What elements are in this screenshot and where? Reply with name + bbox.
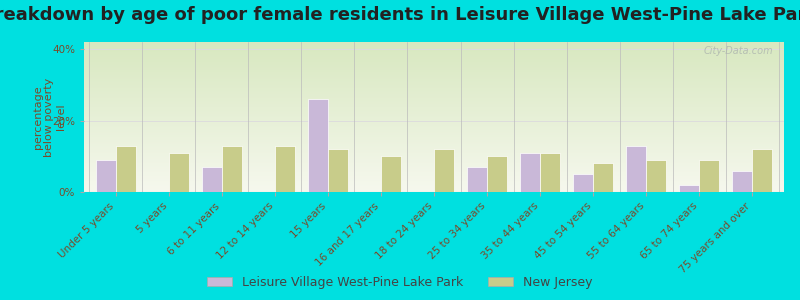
Bar: [467, 167, 487, 192]
Text: City-Data.com: City-Data.com: [704, 46, 774, 56]
Legend: Leisure Village West-Pine Lake Park, New Jersey: Leisure Village West-Pine Lake Park, New…: [202, 271, 598, 294]
Bar: [679, 185, 699, 192]
Bar: [202, 167, 222, 192]
Bar: [275, 146, 295, 192]
Y-axis label: percentage
below poverty
level: percentage below poverty level: [33, 77, 66, 157]
Bar: [573, 174, 593, 192]
Bar: [626, 146, 646, 192]
Bar: [434, 149, 454, 192]
Bar: [646, 160, 666, 192]
Bar: [520, 153, 540, 192]
Text: Breakdown by age of poor female residents in Leisure Village West-Pine Lake Park: Breakdown by age of poor female resident…: [0, 6, 800, 24]
Bar: [593, 164, 614, 192]
Bar: [169, 153, 189, 192]
Bar: [328, 149, 348, 192]
Bar: [540, 153, 560, 192]
Bar: [381, 156, 401, 192]
Bar: [732, 171, 752, 192]
Bar: [308, 99, 328, 192]
Bar: [699, 160, 719, 192]
Bar: [222, 146, 242, 192]
Bar: [487, 156, 507, 192]
Bar: [96, 160, 116, 192]
Bar: [116, 146, 136, 192]
Bar: [752, 149, 772, 192]
